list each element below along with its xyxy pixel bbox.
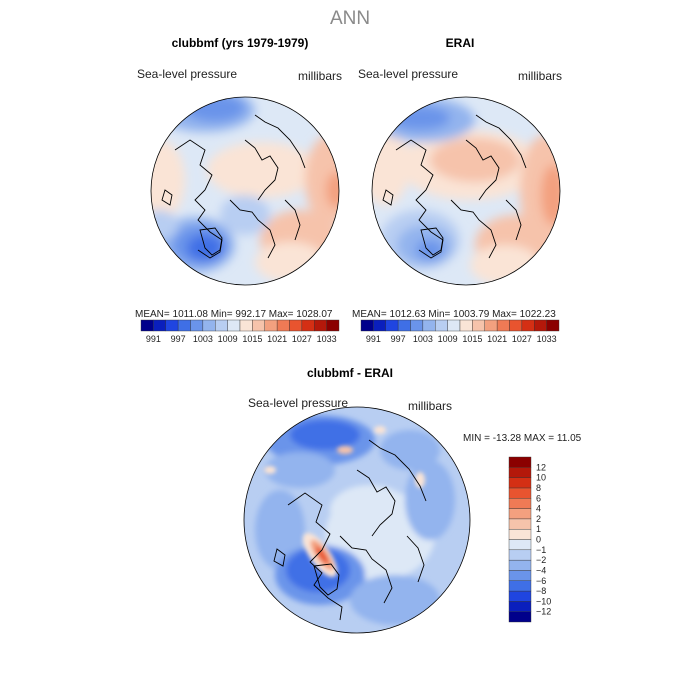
colorbar-tick-label: 1 [536, 524, 541, 534]
colorbar-swatch [385, 319, 399, 332]
colorbar-swatch [190, 319, 204, 332]
panel1-units: millibars [298, 69, 343, 83]
colorbar-tick-label: −8 [536, 586, 546, 596]
colorbar-swatch [508, 467, 532, 478]
colorbar-tick-label: −10 [536, 596, 551, 606]
colorbar-tick-label: 1003 [413, 334, 433, 344]
colorbar-tick-label: 1009 [438, 334, 458, 344]
colorbar-tick-label: 1033 [537, 334, 557, 344]
colorbar-swatch [153, 319, 166, 332]
colorbar-tick-label: 1021 [487, 334, 507, 344]
colorbar-swatch [410, 319, 424, 332]
colorbar-tick-label: −4 [536, 565, 546, 575]
colorbar-tick-label: 991 [146, 334, 161, 344]
colorbar-tick-label: −2 [536, 555, 546, 565]
colorbar-swatch [459, 319, 473, 332]
colorbar-swatch [373, 319, 386, 332]
colorbar-swatch [252, 319, 265, 332]
colorbar-swatch [508, 601, 532, 612]
colorbar-tick-label: −6 [536, 576, 546, 586]
colorbar-panel2: 991 997 1003 1009 1015 1021 1027 1033 [360, 319, 560, 344]
colorbar-swatch [422, 319, 436, 332]
colorbar-tick-label: 4 [536, 504, 541, 514]
colorbar-swatch [227, 319, 241, 332]
colorbar-swatch [435, 319, 448, 332]
colorbar-swatch [508, 570, 532, 581]
panel3-units: millibars [408, 399, 453, 413]
panel2-stats: MEAN= 1012.63 Min= 1003.79 Max= 1022.23 [352, 309, 556, 320]
colorbar-swatch [177, 319, 191, 332]
colorbar-swatch [202, 319, 216, 332]
colorbar-swatch [508, 456, 532, 468]
colorbar-swatch [546, 319, 560, 332]
panel1-map [151, 97, 339, 285]
colorbar-swatch [508, 477, 532, 489]
colorbar-swatch [289, 319, 303, 332]
panel2-map [372, 97, 560, 285]
panel3-variable: Sea-level pressure [248, 396, 349, 410]
colorbar-tick-label: 2 [536, 514, 541, 524]
colorbar-tick-label: 997 [391, 334, 406, 344]
colorbar-swatch [508, 559, 532, 571]
colorbar-tick-label: 1015 [462, 334, 482, 344]
colorbar-swatch [447, 319, 461, 332]
colorbar-swatch [521, 319, 535, 332]
panel1-variable: Sea-level pressure [137, 67, 238, 81]
colorbar-swatch [508, 518, 532, 530]
colorbar-swatch [264, 319, 278, 332]
colorbar-tick-label: 1015 [242, 334, 262, 344]
colorbar-swatch [508, 539, 532, 551]
colorbar-tick-label: 1021 [267, 334, 287, 344]
colorbar-tick-label: 10 [536, 473, 546, 483]
colorbar-tick-label: 1009 [218, 334, 238, 344]
colorbar-tick-label: −1 [536, 545, 546, 555]
colorbar-tick-label: 1027 [292, 334, 312, 344]
colorbar-swatch [508, 590, 532, 602]
panel2-units: millibars [518, 69, 563, 83]
colorbar-tick-label: 1003 [193, 334, 213, 344]
colorbar-tick-label: 1033 [317, 334, 337, 344]
colorbar-swatch [508, 487, 532, 499]
panel3-title: clubbmf - ERAI [307, 366, 393, 380]
colorbar-swatch [397, 319, 411, 332]
colorbar-swatch [508, 611, 532, 623]
main-title: ANN [329, 8, 371, 29]
colorbar-swatch [508, 508, 532, 520]
colorbar-panel1: 991 997 1003 1009 1015 1021 1027 1033 [140, 319, 340, 344]
colorbar-swatch [484, 319, 498, 332]
panel2-title: ERAI [445, 36, 475, 50]
colorbar-swatch [472, 319, 485, 332]
panel2-variable: Sea-level pressure [358, 67, 459, 81]
colorbar-tick-label: 6 [536, 493, 541, 503]
panel3-map [244, 407, 470, 633]
panel1-stats: MEAN= 1011.08 Min= 992.17 Max= 1028.07 [135, 309, 333, 320]
colorbar-tick-label: 8 [536, 483, 541, 493]
colorbar-tick-label: 0 [536, 535, 541, 545]
colorbar-tick-label: 991 [366, 334, 381, 344]
colorbar-swatch [509, 319, 523, 332]
colorbar-swatch [165, 319, 179, 332]
colorbar-swatch [301, 319, 315, 332]
colorbar-tick-label: 1027 [512, 334, 532, 344]
colorbar-tick-label: 997 [171, 334, 186, 344]
colorbar-tick-label: 12 [536, 462, 546, 472]
colorbar-swatch [508, 498, 532, 509]
colorbar-swatch [508, 549, 532, 561]
colorbar-swatch [508, 580, 532, 592]
colorbar-swatch [508, 528, 532, 540]
colorbar-swatch [496, 319, 510, 332]
colorbar-swatch [326, 319, 340, 332]
colorbar-swatch [140, 319, 154, 332]
colorbar-swatch [239, 319, 253, 332]
colorbar-swatch [360, 319, 374, 332]
colorbar-tick-label: −12 [536, 607, 551, 617]
colorbar-swatch [276, 319, 290, 332]
panel3-stats: MIN = -13.28 MAX = 11.05 [463, 433, 582, 444]
colorbar-swatch [215, 319, 228, 332]
colorbar-swatch [314, 319, 327, 332]
panel1-title: clubbmf (yrs 1979-1979) [171, 36, 309, 50]
colorbar-swatch [534, 319, 547, 332]
